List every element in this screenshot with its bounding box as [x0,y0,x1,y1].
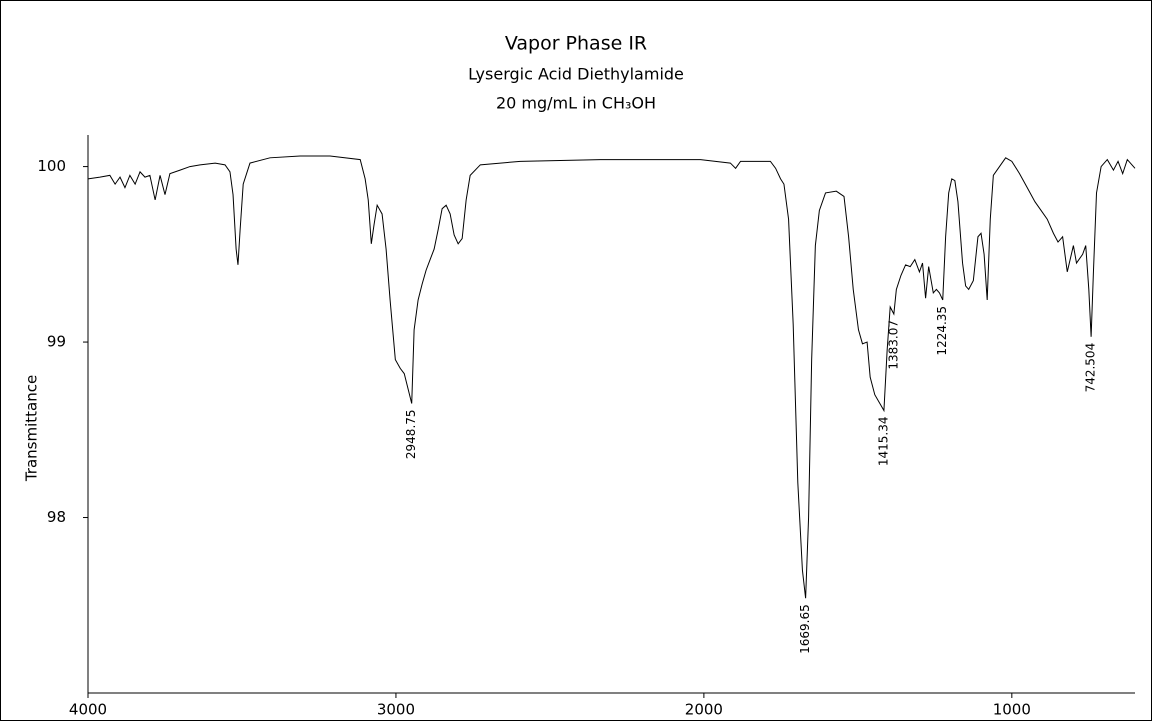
chart-subtitle: Lysergic Acid Diethylamide [468,65,684,84]
peak-label: 742.504 [1084,343,1098,393]
chart-subtitle: 20 mg/mL in CH₃OH [496,94,656,113]
chart-title: Vapor Phase IR [505,33,647,55]
y-tick-label: 99 [47,333,66,351]
y-axis-label: Transmittance [23,375,41,482]
y-tick-label: 98 [47,508,66,526]
spectrum-line [87,155,1136,599]
peak-label: 1224.35 [935,306,949,356]
y-tick-label: 100 [37,157,66,175]
peak-label: 1415.34 [876,416,890,466]
x-tick-label: 2000 [685,701,723,719]
x-tick-label: 4000 [69,701,107,719]
peak-label: 1383.07 [886,320,900,370]
x-tick-label: 1000 [993,701,1031,719]
peak-label: 1669.65 [798,604,812,654]
x-tick-label: 3000 [377,701,415,719]
peak-label: 2948.75 [404,409,418,459]
